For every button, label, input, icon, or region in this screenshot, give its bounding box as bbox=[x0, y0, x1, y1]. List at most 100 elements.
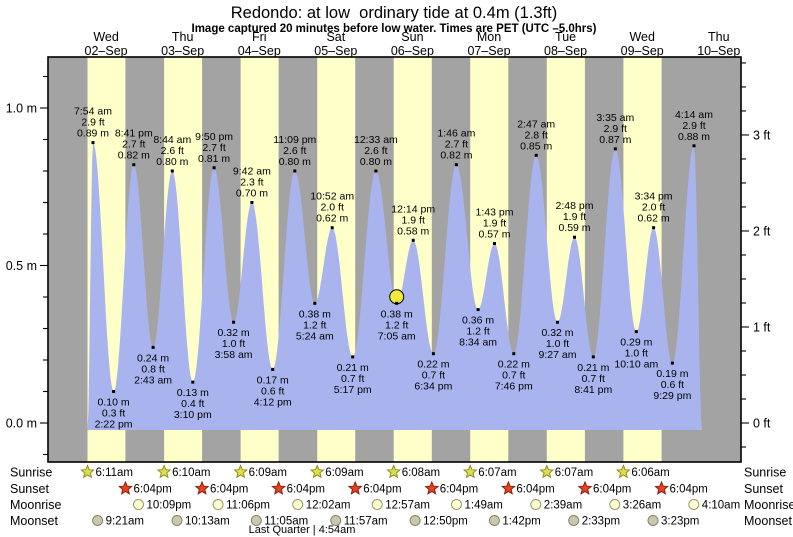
sunset-star-icon bbox=[654, 480, 669, 495]
tide-event-label: 1.9 ft bbox=[563, 211, 586, 223]
current-time-marker bbox=[389, 289, 405, 305]
tide-event-label: 0.24 m bbox=[137, 352, 169, 364]
tide-event-label: 12:33 am bbox=[354, 134, 398, 146]
moonset-circle-icon bbox=[171, 515, 183, 526]
moonset-time: 11:57am bbox=[344, 516, 388, 528]
moonset-circle-icon bbox=[330, 515, 342, 526]
day-name: Fri bbox=[252, 30, 267, 44]
moonset-circle-icon bbox=[568, 515, 580, 526]
tide-event-label: 0.32 m bbox=[541, 327, 573, 339]
day-date: 02–Sep bbox=[85, 44, 128, 58]
moonrise-time: 4:10am bbox=[702, 500, 740, 512]
tide-event-label: 2.9 ft bbox=[682, 120, 705, 132]
tide-event-label: 0.62 m bbox=[316, 213, 348, 225]
tide-event-label: 2.9 ft bbox=[604, 123, 627, 135]
tide-event-label: 0.57 m bbox=[478, 229, 510, 241]
tide-event-label: 3:58 am bbox=[215, 349, 253, 361]
day-name: Mon bbox=[477, 30, 501, 44]
day-name: Sun bbox=[401, 30, 423, 44]
moonrise-time: 12:02am bbox=[306, 500, 351, 512]
tide-event-label: 0.80 m bbox=[279, 156, 311, 168]
tide-event-label: 3:34 pm bbox=[635, 191, 673, 203]
tide-event-label: 0.29 m bbox=[620, 337, 652, 349]
day-date: 05–Sep bbox=[314, 44, 357, 58]
low-tide-point bbox=[476, 308, 480, 312]
tide-event-label: 1.9 ft bbox=[483, 218, 506, 230]
tide-event-label: 0.38 m bbox=[299, 308, 331, 320]
sunset-time: 6:04pm bbox=[287, 484, 325, 496]
tide-event-label: 0.89 m bbox=[77, 128, 109, 140]
row-label-right-sunset: Sunset bbox=[744, 482, 783, 496]
day-date: 09–Sep bbox=[621, 44, 664, 58]
day-name: Wed bbox=[93, 30, 119, 44]
tide-event-label: 0.82 m bbox=[440, 150, 472, 162]
row-label-right-moonrise: Moonrise bbox=[744, 498, 793, 512]
sunrise-time: 6:10am bbox=[172, 467, 210, 479]
tide-event-label: 0.80 m bbox=[156, 156, 188, 168]
sunrise-time: 6:09am bbox=[249, 467, 287, 479]
tide-event-label: 8:41 pm bbox=[574, 384, 612, 396]
y-axis-label-ft: 1 ft bbox=[753, 320, 771, 334]
tide-event-label: 9:50 pm bbox=[195, 131, 233, 143]
tide-event-label: 9:29 pm bbox=[653, 390, 691, 402]
low-tide-point bbox=[591, 355, 595, 359]
tide-event-label: 2:47 am bbox=[517, 118, 555, 130]
tide-event-label: 2.8 ft bbox=[525, 129, 548, 141]
moonset-time: 12:50pm bbox=[423, 516, 468, 528]
tide-event-label: 8:41 pm bbox=[115, 128, 153, 140]
tide-event-label: 0.87 m bbox=[599, 134, 631, 146]
sunset-time: 6:04pm bbox=[363, 484, 401, 496]
tide-event-label: 10:10 am bbox=[614, 359, 658, 371]
tide-event-label: 3:10 pm bbox=[174, 409, 212, 421]
high-tide-point bbox=[454, 163, 458, 167]
tide-event-label: 1.9 ft bbox=[402, 214, 425, 226]
high-tide-point bbox=[374, 169, 378, 173]
moonrise-circle-icon bbox=[133, 499, 144, 510]
sunrise-star-icon bbox=[539, 464, 555, 479]
axes: 1.0 m 0.5 m 0.0 m 3 ft 2 ft 1 ft 0 ft bbox=[6, 56, 771, 463]
moonrise-time: 1:49am bbox=[465, 500, 503, 512]
low-tide-point bbox=[151, 345, 155, 349]
sunset-star-icon bbox=[500, 480, 516, 495]
day-date: 04–Sep bbox=[238, 44, 281, 58]
tide-event-label: 11:09 pm bbox=[273, 134, 316, 146]
day-name: Sat bbox=[326, 30, 345, 44]
sunrise-star-icon bbox=[80, 464, 95, 479]
tide-event-label: 1.2 ft bbox=[303, 319, 326, 331]
tide-event-label: 0.8 ft bbox=[141, 363, 164, 375]
day-date: 10–Sep bbox=[697, 44, 740, 58]
low-tide-point bbox=[512, 352, 516, 356]
y-axis-label-ft: 3 ft bbox=[753, 128, 771, 142]
tide-event-label: 5:17 pm bbox=[334, 384, 372, 396]
sunset-time: 6:04pm bbox=[134, 484, 172, 496]
moonrise-circle-icon bbox=[292, 499, 304, 510]
low-tide-point bbox=[313, 301, 317, 305]
high-tide-point bbox=[293, 169, 297, 173]
tide-event-label: 0.81 m bbox=[198, 153, 230, 165]
sunset-star-icon bbox=[271, 480, 287, 495]
day-date: 03–Sep bbox=[161, 44, 204, 58]
sunrise-time: 6:07am bbox=[555, 467, 593, 479]
tide-event-label: 0.7 ft bbox=[502, 370, 525, 382]
moonset-time: 9:21am bbox=[106, 516, 144, 528]
moonrise-time: 10:09pm bbox=[147, 500, 192, 512]
low-tide-point bbox=[634, 330, 638, 334]
tide-event-label: 0.19 m bbox=[656, 368, 688, 380]
tide-event-label: 5:24 am bbox=[296, 330, 334, 342]
day-name: Wed bbox=[629, 30, 655, 44]
tide-event-label: 0.7 ft bbox=[422, 370, 445, 382]
low-tide-point bbox=[395, 301, 399, 305]
tide-event-label: 7:54 am bbox=[74, 106, 112, 118]
tide-event-label: 1.2 ft bbox=[466, 326, 489, 338]
tide-event-label: 1.0 ft bbox=[546, 338, 569, 350]
moonset-circle-icon bbox=[250, 515, 262, 526]
tide-event-label: 9:42 am bbox=[233, 166, 271, 178]
tide-event-label: 10:52 am bbox=[310, 191, 354, 203]
tide-event-label: 0.22 m bbox=[417, 359, 449, 371]
day-name: Thu bbox=[172, 30, 194, 44]
high-tide-point bbox=[250, 201, 254, 204]
current-time-dot bbox=[389, 289, 405, 305]
tide-event-label: 0.59 m bbox=[558, 222, 590, 234]
tide-event-label: 4:14 am bbox=[675, 109, 713, 121]
